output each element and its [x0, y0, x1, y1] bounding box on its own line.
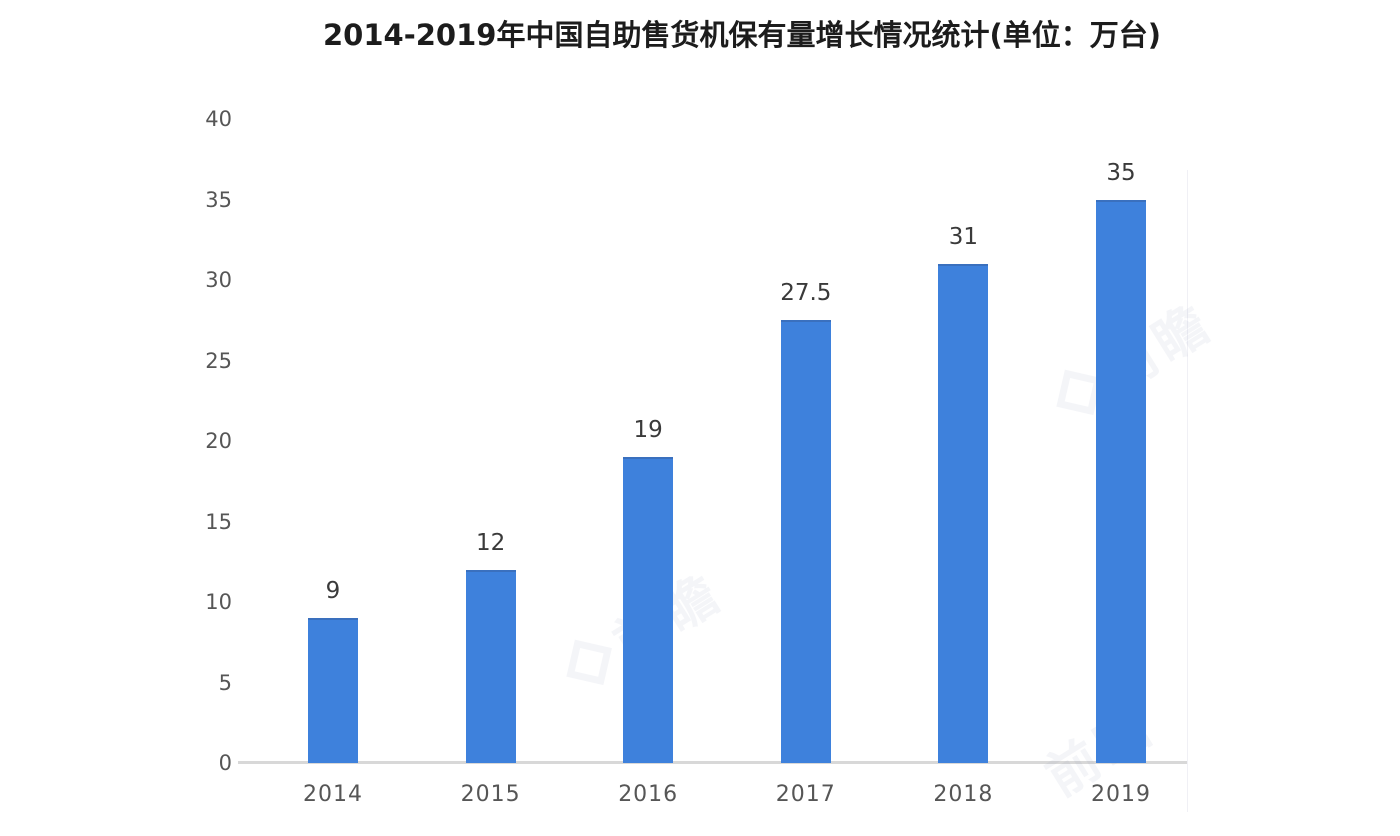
- y-axis-tick-label: 30: [205, 268, 232, 292]
- watermark-logo-icon: [1056, 369, 1102, 415]
- y-axis-tick-label: 0: [218, 751, 232, 775]
- y-axis-tick-label: 35: [205, 187, 232, 212]
- x-axis-tick-label: 2017: [775, 782, 836, 807]
- y-axis-tick-label: 5: [218, 670, 232, 695]
- bar-value-label: 31: [948, 223, 979, 250]
- bar-value-label: 35: [1106, 159, 1136, 186]
- x-axis-tick-label: 2018: [933, 782, 994, 807]
- y-axis-tick-label: 10: [205, 590, 232, 614]
- y-axis-tick-label: 20: [205, 429, 232, 453]
- bar-2019: [1096, 199, 1146, 763]
- bar-2018: [938, 263, 989, 763]
- bar-2014: [308, 618, 358, 763]
- bar-value-label: 19: [633, 417, 663, 444]
- bar-value-label: 12: [475, 529, 506, 556]
- bar-value-label: 27.5: [780, 280, 832, 307]
- y-axis-tick-label: 15: [205, 509, 232, 534]
- bar-value-label: 9: [325, 578, 341, 605]
- bar-2017: [780, 320, 831, 763]
- bar-2015: [465, 569, 516, 763]
- bar-2016: [623, 457, 674, 763]
- image-right-edge: [1187, 170, 1188, 812]
- watermark-logo-icon: [566, 639, 612, 685]
- x-axis-tick-label: 2016: [618, 782, 679, 807]
- x-axis-tick-label: 2019: [1091, 782, 1151, 807]
- y-axis-tick-label: 25: [205, 348, 232, 373]
- x-axis-baseline: [238, 761, 1188, 764]
- x-axis-tick-label: 2014: [303, 782, 363, 807]
- y-axis-tick-label: 40: [205, 107, 232, 131]
- x-axis-tick-label: 2015: [460, 782, 521, 807]
- chart-title: 2014-2019年中国自助售货机保有量增长情况统计(单位：万台): [323, 18, 1161, 52]
